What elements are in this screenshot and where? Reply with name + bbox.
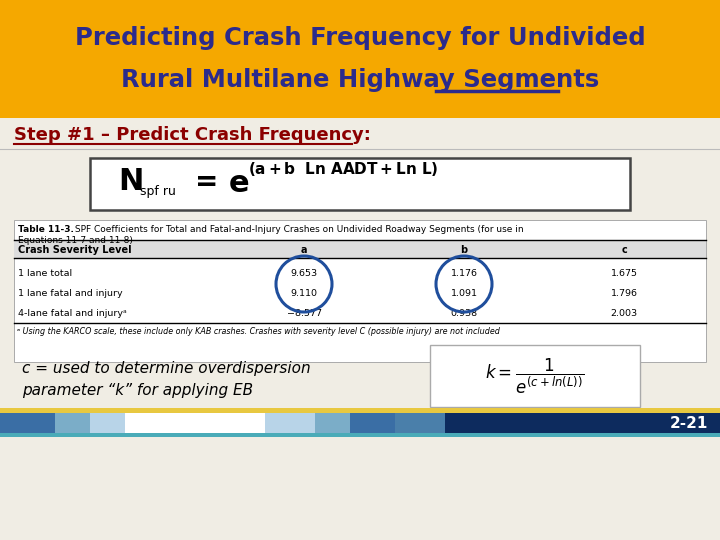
Bar [90, 158, 630, 210]
Text: Crash Severity Level: Crash Severity Level [18, 245, 132, 255]
Text: parameter “k” for applying EB: parameter “k” for applying EB [22, 382, 253, 397]
Bar [0, 433, 720, 437]
Text: 2.003: 2.003 [611, 308, 638, 318]
Text: a: a [301, 245, 307, 255]
Bar [395, 413, 445, 433]
Bar [170, 413, 220, 433]
Text: SPF Coefficients for Total and Fatal-and-Injury Crashes on Undivided Roadway Seg: SPF Coefficients for Total and Fatal-and… [72, 225, 523, 234]
Bar [125, 413, 170, 433]
Bar [445, 413, 720, 433]
Text: 1.091: 1.091 [451, 288, 477, 298]
Text: −8.577: −8.577 [287, 308, 322, 318]
Text: Step #1 – Predict Crash Frequency:: Step #1 – Predict Crash Frequency: [14, 126, 371, 144]
Text: 1.796: 1.796 [611, 288, 637, 298]
Bar [55, 413, 90, 433]
Text: ᵃ Using the KARCO scale, these include only KAB crashes. Crashes with severity l: ᵃ Using the KARCO scale, these include o… [17, 327, 500, 336]
Text: c: c [621, 245, 627, 255]
Bar [315, 413, 350, 433]
Text: Predicting Crash Frequency for Undivided: Predicting Crash Frequency for Undivided [75, 26, 645, 50]
Text: $k = \dfrac{1}{e^{(c+ln(L))}}$: $k = \dfrac{1}{e^{(c+ln(L))}}$ [485, 356, 585, 395]
Text: 9.653: 9.653 [290, 268, 318, 278]
Text: 1.675: 1.675 [611, 268, 637, 278]
Text: spf ru: spf ru [140, 185, 176, 198]
Text: $\mathbf{N}$: $\mathbf{N}$ [118, 166, 143, 195]
Bar [0, 408, 720, 413]
Text: $\mathbf{(a + b\ \ Ln\ AADT + Ln\ L)}$: $\mathbf{(a + b\ \ Ln\ AADT + Ln\ L)}$ [248, 160, 438, 178]
Bar [14, 240, 706, 258]
Text: Equations 11-7 and 11-8): Equations 11-7 and 11-8) [18, 236, 133, 245]
Text: b: b [460, 245, 467, 255]
Text: 2-21: 2-21 [670, 415, 708, 430]
Bar [90, 413, 125, 433]
Text: 0.938: 0.938 [451, 308, 477, 318]
Text: Rural Multilane Highway Segments: Rural Multilane Highway Segments [121, 68, 599, 92]
Bar [430, 345, 640, 407]
Text: 9.110: 9.110 [290, 288, 318, 298]
Bar [14, 220, 706, 362]
Text: 1.176: 1.176 [451, 268, 477, 278]
Text: =: = [195, 168, 218, 196]
Text: Table 11-3.: Table 11-3. [18, 225, 74, 234]
Bar [0, 0, 720, 118]
Bar [350, 413, 395, 433]
Bar [265, 413, 315, 433]
Text: 4-lane fatal and injuryᵃ: 4-lane fatal and injuryᵃ [18, 308, 127, 318]
Text: 1 lane fatal and injury: 1 lane fatal and injury [18, 288, 122, 298]
Bar [220, 413, 265, 433]
Bar [0, 413, 55, 433]
Text: c = used to determine overdispersion: c = used to determine overdispersion [22, 361, 310, 375]
Text: $\mathbf{e}$: $\mathbf{e}$ [228, 168, 249, 198]
Text: 1 lane total: 1 lane total [18, 268, 72, 278]
